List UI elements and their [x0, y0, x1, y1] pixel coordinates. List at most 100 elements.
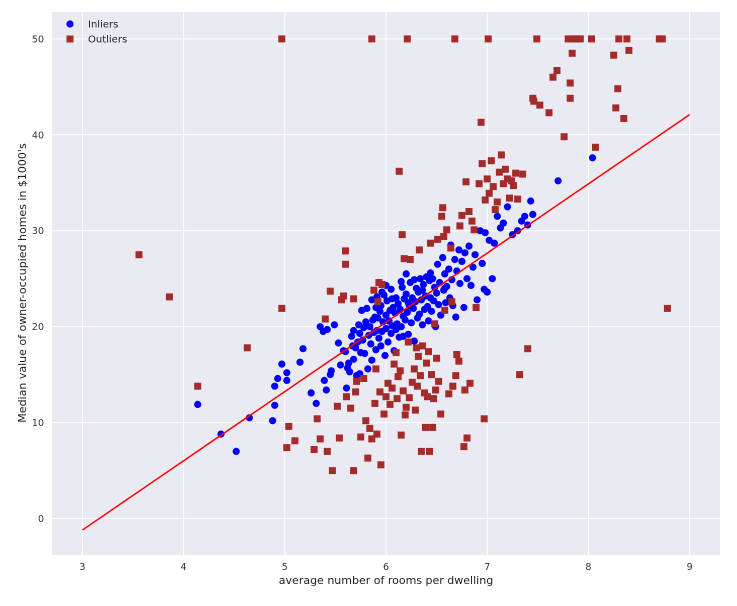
inlier-point [398, 283, 406, 291]
outlier-point [484, 35, 492, 43]
inlier-point [451, 255, 459, 264]
outlier-point [402, 403, 410, 411]
outlier-point [433, 354, 441, 362]
x-tick-label: 8 [585, 562, 591, 573]
x-tick-label: 6 [383, 562, 389, 573]
inlier-point [350, 326, 358, 335]
outlier-point [430, 395, 438, 403]
outlier-point [360, 375, 368, 382]
x-axis-label: average number of rooms per dwelling [279, 574, 493, 587]
outlier-point [566, 79, 574, 87]
outlier-point [468, 217, 476, 225]
outlier-point [326, 287, 334, 295]
inlier-point [499, 219, 507, 227]
inlier-point [330, 321, 338, 329]
x-tick-label: 3 [79, 562, 85, 573]
outlier-point [417, 447, 425, 455]
outlier-point [491, 206, 499, 214]
inlier-point [387, 329, 395, 337]
inlier-point [467, 281, 475, 289]
inlier-point [452, 313, 460, 321]
outlier-point [378, 281, 386, 288]
y-tick-label: 20 [32, 322, 44, 333]
inlier-point [423, 302, 432, 311]
outlier-point [413, 382, 421, 390]
outlier-point [411, 406, 419, 414]
outlier-point [316, 435, 324, 443]
outlier-point [465, 208, 473, 215]
inlier-point [394, 300, 402, 308]
outlier-point [283, 444, 291, 452]
outlier-point [333, 402, 341, 410]
outlier-point [412, 344, 420, 352]
inlier-point [350, 355, 358, 363]
inlier-point [348, 332, 356, 340]
outlier-point [508, 177, 515, 185]
y-tick-label: 50 [32, 34, 44, 45]
outlier-point [564, 35, 572, 43]
inlier-point [374, 314, 382, 322]
inlier-point [521, 212, 529, 220]
inlier-point [327, 367, 335, 375]
inlier-point [232, 447, 240, 455]
outlier-point [458, 211, 466, 219]
inlier-point [367, 340, 375, 348]
outlier-point [455, 357, 463, 365]
inlier-point [426, 269, 435, 277]
outlier-point [429, 423, 437, 431]
y-tick-label: 40 [32, 130, 44, 141]
inlier-point [341, 348, 350, 356]
inlier-point [445, 265, 453, 273]
outlier-point [431, 320, 439, 328]
outlier-point [422, 423, 429, 431]
outlier-point [427, 239, 434, 247]
inlier-point [364, 365, 372, 373]
outlier-point [519, 170, 527, 178]
outlier-point [481, 196, 489, 204]
outlier-point [350, 467, 358, 475]
inlier-point [427, 307, 436, 315]
inlier-point [407, 319, 415, 327]
outlier-point [568, 49, 576, 57]
outlier-point [435, 377, 443, 385]
outlier-point [368, 35, 376, 43]
inlier-point [402, 270, 410, 278]
inlier-point [372, 346, 380, 354]
outlier-point [485, 189, 493, 197]
inlier-point [465, 242, 473, 250]
inlier-point [435, 301, 443, 309]
inlier-point [397, 323, 405, 331]
inlier-point [320, 376, 328, 384]
inlier-point [352, 344, 360, 352]
outlier-point [243, 344, 251, 352]
inlier-point [490, 239, 498, 247]
outlier-point [463, 434, 471, 442]
outlier-point [592, 143, 599, 151]
outlier-point [487, 157, 495, 165]
outlier-point [572, 35, 580, 43]
outlier-point [663, 304, 671, 312]
inlier-point [359, 336, 367, 344]
inlier-point [469, 263, 477, 271]
outlier-point [434, 235, 442, 243]
inlier-point [460, 303, 468, 312]
outlier-point [553, 67, 561, 74]
outlier-point [382, 393, 390, 401]
outlier-point [135, 251, 143, 259]
data-points [135, 35, 671, 475]
outlier-point [366, 424, 374, 432]
outlier-point [451, 35, 459, 43]
outlier-point [504, 175, 511, 183]
inlier-point [404, 330, 412, 338]
outlier-point [357, 433, 365, 441]
outlier-point [489, 183, 497, 191]
inlier-point [296, 358, 304, 366]
outlier-point [620, 115, 628, 122]
inlier-point [271, 382, 279, 390]
y-tick-labels: 0 10 20 30 40 50 [32, 34, 44, 525]
outlier-point [533, 35, 541, 43]
outlier-point [400, 255, 408, 263]
inlier-point [397, 278, 405, 286]
outlier-point [328, 467, 336, 475]
outlier-point [165, 293, 173, 301]
